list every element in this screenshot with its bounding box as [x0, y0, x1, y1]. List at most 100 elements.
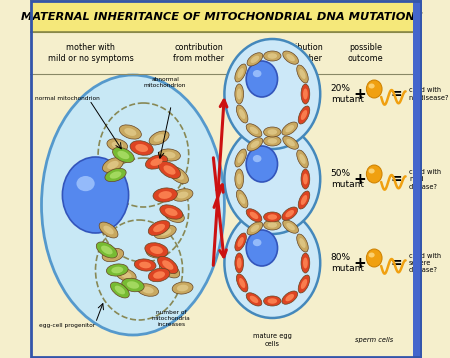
Text: normal mitochondrion: normal mitochondrion: [35, 96, 99, 101]
Text: contribution
from father: contribution from father: [274, 43, 323, 63]
Ellipse shape: [104, 226, 114, 234]
Ellipse shape: [264, 51, 281, 61]
Ellipse shape: [369, 169, 375, 174]
Text: 20%
mutant: 20% mutant: [331, 84, 364, 104]
Ellipse shape: [267, 53, 277, 59]
Circle shape: [225, 208, 320, 318]
Bar: [414, 0, 422, 358]
Ellipse shape: [285, 210, 294, 217]
Ellipse shape: [253, 155, 261, 162]
Ellipse shape: [267, 298, 277, 304]
Ellipse shape: [115, 286, 125, 294]
Ellipse shape: [139, 262, 151, 268]
Ellipse shape: [239, 194, 245, 204]
Ellipse shape: [297, 150, 308, 168]
Ellipse shape: [235, 169, 243, 189]
Text: +: +: [353, 171, 366, 187]
Ellipse shape: [247, 222, 263, 235]
Circle shape: [246, 230, 278, 266]
Ellipse shape: [369, 252, 375, 257]
Ellipse shape: [369, 83, 375, 88]
Ellipse shape: [142, 286, 154, 294]
Ellipse shape: [297, 65, 308, 83]
Ellipse shape: [148, 268, 170, 282]
Ellipse shape: [172, 282, 193, 294]
Ellipse shape: [101, 246, 112, 255]
Text: +: +: [353, 87, 366, 102]
Ellipse shape: [146, 246, 167, 258]
Ellipse shape: [299, 154, 306, 164]
Ellipse shape: [106, 264, 128, 276]
Ellipse shape: [110, 171, 122, 179]
Ellipse shape: [162, 260, 173, 270]
Ellipse shape: [76, 176, 94, 191]
Ellipse shape: [264, 136, 281, 146]
Ellipse shape: [112, 147, 134, 163]
Ellipse shape: [164, 266, 175, 274]
Ellipse shape: [150, 246, 163, 254]
Ellipse shape: [299, 69, 306, 79]
Ellipse shape: [105, 168, 126, 182]
Ellipse shape: [253, 239, 261, 246]
Ellipse shape: [299, 238, 306, 248]
Ellipse shape: [238, 237, 244, 247]
Ellipse shape: [235, 64, 247, 82]
Ellipse shape: [283, 136, 298, 149]
Ellipse shape: [283, 220, 298, 233]
Ellipse shape: [298, 191, 310, 209]
Ellipse shape: [134, 259, 156, 271]
Ellipse shape: [286, 54, 295, 61]
Ellipse shape: [237, 88, 242, 100]
Ellipse shape: [264, 212, 281, 222]
Ellipse shape: [285, 294, 294, 301]
Ellipse shape: [122, 278, 144, 292]
Ellipse shape: [251, 225, 259, 232]
Ellipse shape: [264, 296, 281, 306]
Bar: [30, 32, 414, 74]
Ellipse shape: [267, 138, 277, 144]
Ellipse shape: [158, 161, 180, 179]
Circle shape: [366, 249, 382, 267]
Ellipse shape: [267, 222, 277, 228]
Ellipse shape: [158, 191, 172, 199]
Ellipse shape: [163, 152, 176, 158]
Ellipse shape: [168, 166, 189, 184]
Ellipse shape: [301, 279, 307, 289]
Ellipse shape: [247, 138, 263, 151]
Ellipse shape: [238, 68, 244, 78]
Ellipse shape: [237, 174, 242, 184]
Ellipse shape: [116, 268, 136, 282]
Ellipse shape: [168, 211, 180, 219]
Ellipse shape: [235, 84, 243, 104]
Text: MATERNAL INHERITANCE OF MITOCHONDRIAL DNA MUTATIONS: MATERNAL INHERITANCE OF MITOCHONDRIAL DN…: [21, 12, 423, 21]
Circle shape: [246, 61, 278, 97]
Ellipse shape: [159, 228, 171, 236]
Ellipse shape: [145, 243, 168, 257]
Ellipse shape: [135, 144, 148, 152]
Text: sperm cells: sperm cells: [355, 337, 393, 343]
Ellipse shape: [237, 257, 242, 268]
Ellipse shape: [153, 188, 177, 202]
Ellipse shape: [163, 165, 176, 175]
Ellipse shape: [41, 75, 225, 335]
Text: +: +: [353, 256, 366, 271]
Ellipse shape: [282, 207, 297, 220]
Ellipse shape: [267, 129, 277, 135]
Ellipse shape: [235, 149, 247, 167]
Ellipse shape: [303, 88, 308, 100]
Circle shape: [225, 124, 320, 234]
Ellipse shape: [153, 271, 165, 279]
Circle shape: [366, 165, 382, 183]
Ellipse shape: [103, 158, 123, 173]
Ellipse shape: [163, 208, 184, 222]
Ellipse shape: [282, 122, 297, 135]
Ellipse shape: [246, 293, 262, 306]
Ellipse shape: [236, 190, 248, 208]
Ellipse shape: [301, 253, 310, 273]
Ellipse shape: [303, 257, 308, 268]
Ellipse shape: [264, 127, 281, 137]
Ellipse shape: [238, 153, 244, 163]
Ellipse shape: [102, 248, 124, 262]
Ellipse shape: [264, 220, 281, 230]
Ellipse shape: [267, 214, 277, 220]
